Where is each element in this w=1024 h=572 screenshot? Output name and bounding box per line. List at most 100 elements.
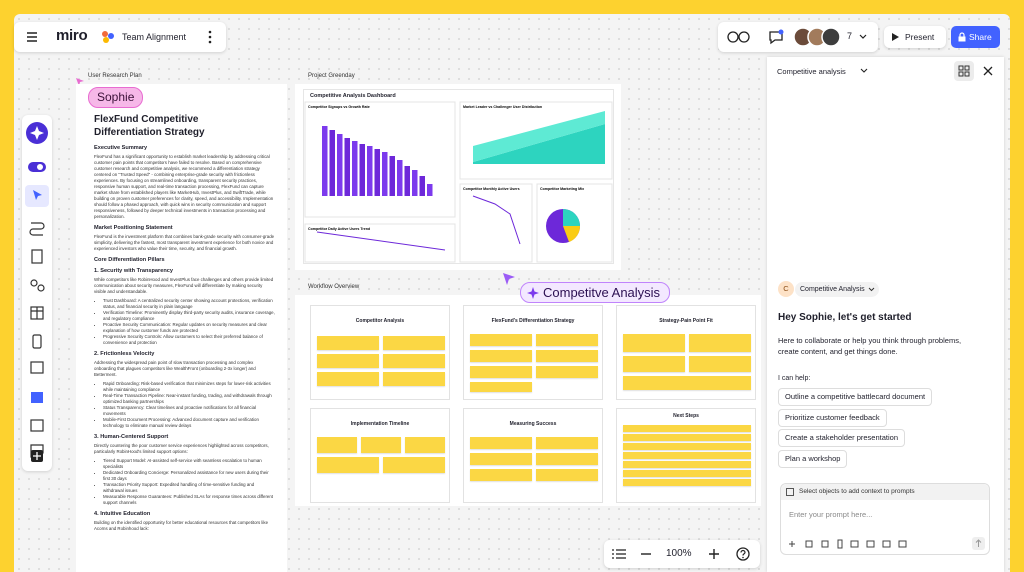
document[interactable]: FlexFund Competitive Differentiation Str… — [76, 84, 287, 572]
sticky-note[interactable] — [536, 350, 598, 362]
bar-shape — [419, 176, 425, 196]
ai-icon — [30, 126, 44, 140]
suggestion-button[interactable]: Plan a workshop — [778, 450, 848, 469]
sticky-note[interactable] — [536, 334, 598, 346]
sticky-note[interactable] — [383, 336, 445, 350]
sticky-note[interactable] — [470, 350, 532, 362]
chat-icon[interactable] — [768, 29, 784, 45]
board-name[interactable]: Team Alignment — [122, 32, 187, 42]
workflow-card[interactable]: Next Steps — [616, 408, 756, 503]
suggestion-button[interactable]: Prioritize customer feedback — [778, 408, 887, 427]
sticky-note[interactable] — [689, 356, 751, 372]
sticky-note[interactable] — [317, 354, 379, 368]
menu-icon[interactable] — [26, 31, 38, 43]
cursor-tool[interactable] — [33, 190, 42, 200]
workflow-card[interactable]: Implementation Timeline — [310, 408, 450, 503]
sticky-note[interactable] — [623, 434, 751, 441]
sticky-note[interactable] — [623, 479, 751, 486]
list-icon[interactable] — [612, 548, 626, 560]
frame-label[interactable]: Project Greenday — [308, 73, 355, 79]
present-label[interactable]: Present — [905, 32, 935, 42]
logo[interactable]: miro — [56, 27, 88, 44]
zoom-level[interactable]: 100% — [666, 548, 692, 559]
embed-tool[interactable] — [31, 392, 43, 403]
agent-chip[interactable]: Competitive Analysis — [795, 282, 879, 297]
workflow-card[interactable]: Strategy-Pain Point Fit — [616, 305, 756, 400]
more-icon[interactable] — [207, 30, 213, 44]
sticky-note[interactable] — [383, 457, 445, 473]
device-tool[interactable] — [32, 334, 42, 349]
sticky-note[interactable] — [623, 461, 751, 468]
sticky-note[interactable] — [317, 336, 379, 350]
layout-button[interactable] — [954, 61, 974, 81]
panel-title[interactable]: Competitive analysis — [777, 67, 846, 76]
sticky-note[interactable] — [383, 354, 445, 368]
present-button[interactable]: Present — [884, 26, 946, 48]
reactions-icon[interactable] — [726, 29, 752, 45]
sticky-note[interactable] — [623, 356, 685, 372]
doc-tool[interactable] — [31, 249, 43, 264]
chart-title: Market Leader vs Challenger User Distrib… — [463, 105, 542, 109]
sticky-note[interactable] — [536, 453, 598, 465]
shapes-tool[interactable] — [30, 279, 38, 287]
chart-panel — [459, 183, 533, 263]
chevron[interactable] — [859, 34, 867, 40]
sticky-note[interactable] — [383, 372, 445, 386]
sticky-note[interactable] — [623, 470, 751, 477]
sticky-note[interactable] — [536, 469, 598, 481]
collab-count[interactable]: 7 — [847, 31, 853, 41]
frame-tool[interactable] — [30, 361, 44, 374]
prompt-tools[interactable] — [787, 539, 917, 549]
suggestion-button[interactable]: Outline a competitive battlecard documen… — [778, 388, 933, 406]
card-title: Next Steps — [673, 413, 699, 419]
sticky-note[interactable] — [470, 382, 532, 392]
image-tool[interactable] — [30, 419, 44, 432]
sticky-note[interactable] — [470, 453, 532, 465]
sticky-note[interactable] — [405, 437, 445, 453]
avatars[interactable] — [793, 27, 845, 47]
prompt-box[interactable]: Select objects to add context to prompts… — [780, 483, 990, 555]
zoom-bar: 100% — [604, 540, 760, 568]
section-heading: Core Differentiation Pillars — [94, 257, 165, 263]
sticky-note[interactable] — [623, 425, 751, 432]
workflow-card[interactable]: Competitor Analysis — [310, 305, 450, 400]
sticky-note[interactable] — [470, 469, 532, 481]
chevron[interactable] — [860, 68, 868, 74]
sticky-note[interactable] — [623, 452, 751, 459]
sticky-note[interactable] — [470, 334, 532, 346]
frame-label[interactable]: User Research Plan — [88, 73, 142, 79]
sticky-note[interactable] — [689, 334, 751, 352]
sticky-note[interactable] — [470, 437, 532, 449]
sticky-note[interactable] — [536, 437, 598, 449]
zoom-out[interactable] — [640, 548, 652, 560]
workflow-card[interactable]: Measuring Success — [463, 408, 603, 503]
suggestion-button[interactable]: Create a stakeholder presentation — [778, 429, 905, 448]
help-icon[interactable] — [736, 547, 750, 561]
sticky-note[interactable] — [317, 372, 379, 386]
prompt-input[interactable]: Enter your prompt here... — [789, 510, 873, 519]
close-icon[interactable] — [983, 66, 993, 76]
sticky-note[interactable] — [361, 437, 401, 453]
cursor-name-tag: Sophie — [88, 87, 144, 108]
workflow-card[interactable]: FlexFund's Differentiation Strategy — [463, 305, 603, 400]
frame-label[interactable]: Workflow Overview — [308, 284, 360, 290]
play-icon — [892, 33, 899, 41]
bar-shape — [337, 134, 343, 196]
share-button[interactable]: Share — [951, 26, 1000, 48]
dashboard-frame[interactable]: Competitive Analysis Dashboard Competito… — [295, 84, 621, 270]
section-heading: 2. Frictionless Velocity — [94, 351, 155, 357]
zoom-in[interactable] — [708, 548, 720, 560]
agent-avatar: C — [778, 281, 794, 297]
sticky-note[interactable] — [470, 366, 532, 378]
sticky-note[interactable] — [317, 457, 379, 473]
share-label[interactable]: Share — [969, 32, 992, 42]
workflow-frame[interactable]: Competitor Analysis FlexFund's Differenti… — [295, 295, 761, 506]
sticky-note[interactable] — [623, 376, 751, 390]
send-button[interactable] — [972, 537, 985, 550]
agent-name[interactable]: Competitive Analysis — [800, 286, 865, 293]
sticky-note[interactable] — [623, 334, 685, 352]
sticky-note[interactable] — [317, 437, 357, 453]
sticky-note[interactable] — [623, 443, 751, 450]
connector-tool[interactable] — [29, 222, 45, 236]
sticky-note[interactable] — [536, 366, 598, 378]
